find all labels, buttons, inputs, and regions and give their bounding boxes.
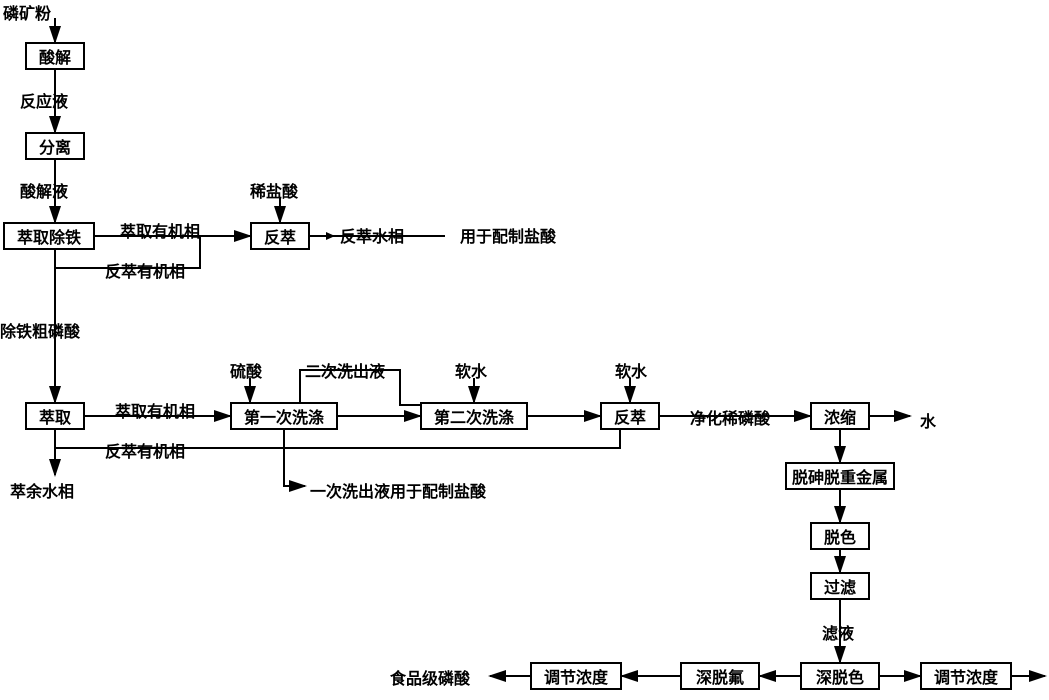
- process-node-cuiqu_fe: 萃取除铁: [3, 222, 95, 250]
- process-node-tiaojie1: 调节浓度: [530, 662, 622, 690]
- flow-label-liusuan: 硫酸: [230, 358, 262, 382]
- flow-label-jinghua: 净化稀磷酸: [690, 405, 770, 429]
- flow-label-chutie: 除铁粗磷酸: [0, 318, 80, 342]
- flow-label-xiyansuan: 稀盐酸: [250, 178, 298, 202]
- process-node-fancui2: 反萃: [600, 402, 660, 430]
- process-node-wash1: 第一次洗涤: [230, 402, 338, 430]
- flow-label-linkuangfen: 磷矿粉: [3, 0, 51, 24]
- flow-label-fcyjx2: 反萃有机相: [105, 438, 185, 462]
- process-node-fancui1: 反萃: [250, 222, 310, 250]
- process-node-tuoshen: 脱砷脱重金属: [785, 462, 895, 490]
- flow-label-yongyu1: 用于配制盐酸: [460, 223, 556, 247]
- flow-label-fcyjx1: 反萃有机相: [105, 258, 185, 282]
- process-node-tuose: 脱色: [810, 522, 870, 550]
- flow-label-fanyingye: 反应液: [20, 88, 68, 112]
- process-node-guolv: 过滤: [810, 572, 870, 600]
- flow-label-ruanshui2: 软水: [615, 358, 647, 382]
- flow-label-erchu: 二次洗出液: [305, 358, 385, 382]
- flow-label-yici: 一次洗出液用于配制盐酸: [310, 478, 486, 502]
- process-node-shenfu: 深脱氟: [680, 662, 760, 690]
- flowchart-edges: [0, 0, 1049, 700]
- process-node-cuiqu: 萃取: [25, 402, 85, 430]
- process-node-fenli: 分离: [25, 132, 85, 160]
- flow-label-cqyjx1: 萃取有机相: [120, 218, 200, 242]
- flow-label-ruanshui1: 软水: [455, 358, 487, 382]
- flow-label-cuiyushui: 萃余水相: [10, 478, 74, 502]
- flow-label-shipinji: 食品级磷酸: [390, 665, 470, 689]
- edge-19: [284, 430, 305, 486]
- flow-label-lvye: 滤液: [822, 620, 854, 644]
- process-node-suanjie: 酸解: [25, 42, 85, 70]
- flow-label-suanjieye: 酸解液: [20, 178, 68, 202]
- flow-label-fancuishui: 反萃水相: [340, 223, 404, 247]
- process-node-tiaojie2: 调节浓度: [920, 662, 1012, 690]
- process-node-nongsuo: 浓缩: [810, 402, 870, 430]
- process-node-shense: 深脱色: [800, 662, 880, 690]
- process-node-wash2: 第二次洗涤: [420, 402, 528, 430]
- flow-label-cqyjx2: 萃取有机相: [115, 398, 195, 422]
- flow-label-shui: 水: [920, 408, 936, 432]
